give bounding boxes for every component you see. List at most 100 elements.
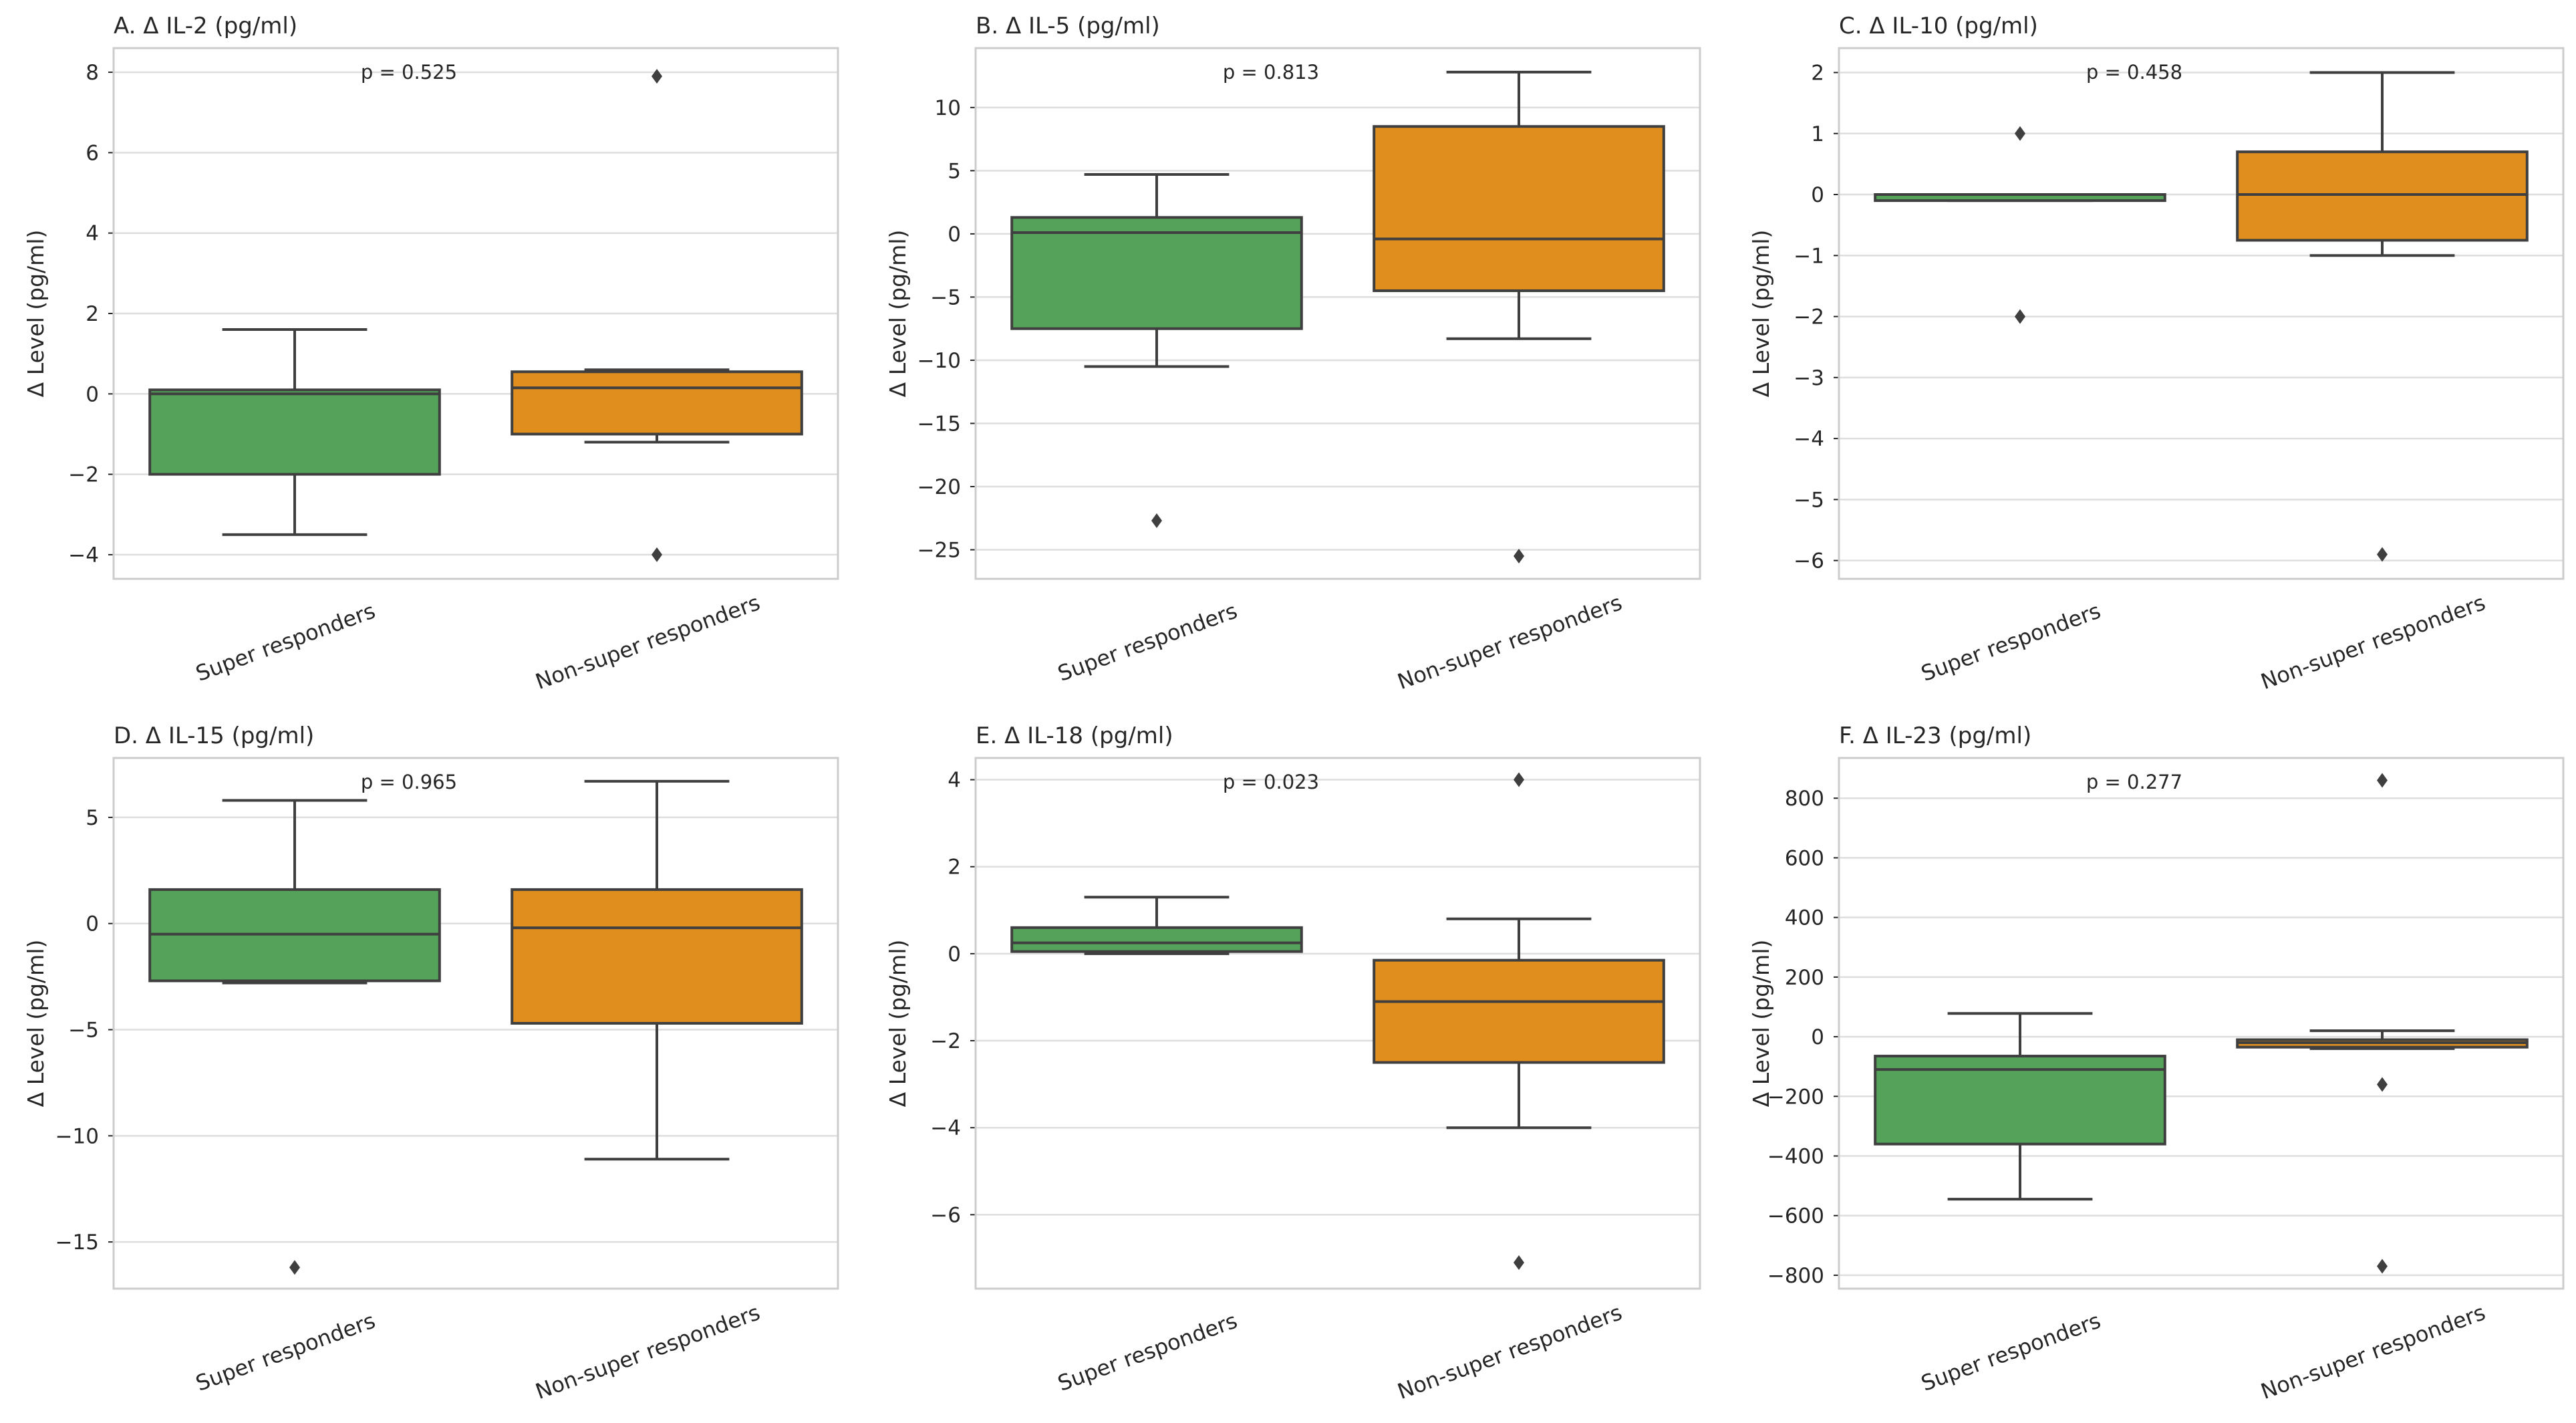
p-value-label: p = 0.023: [1223, 771, 1319, 793]
p-value-label: p = 0.458: [2086, 61, 2182, 84]
box-super-responders: [1010, 896, 1303, 955]
y-tick-label: −6: [930, 1203, 961, 1227]
y-tick-label: −10: [55, 1124, 99, 1148]
p-value-label: p = 0.525: [361, 61, 457, 84]
outlier-point: [652, 547, 662, 562]
outlier-point: [2377, 773, 2388, 788]
y-tick-label: −4: [1794, 427, 1824, 451]
box-super-responders: [148, 799, 441, 1275]
y-tick-label: 4: [86, 222, 99, 246]
panel-title: F. Δ IL-23 (pg/ml): [1839, 723, 2031, 749]
plot-frame: [974, 757, 1701, 1290]
y-tick-label: 0: [86, 382, 99, 406]
y-tick-label: −25: [917, 539, 961, 563]
chart-panel-2: −25 −20 −15 −10 −5 0 5 10 B. Δ IL-5 (pg/ml) p = 0…: [885, 13, 1701, 694]
y-tick-label: 0: [1811, 183, 1824, 207]
outlier-point: [289, 1260, 300, 1275]
y-tick-label: 600: [1785, 846, 1824, 870]
y-axis-label: Δ Level (pg/ml): [23, 230, 49, 398]
y-axis-label: Δ Level (pg/ml): [1748, 940, 1774, 1108]
plot-frame: [1838, 757, 2565, 1290]
outlier-point: [2015, 309, 2025, 324]
x-tick-label: Non-super responders: [1394, 1299, 1625, 1404]
y-tick-label: 10: [935, 96, 961, 120]
chart-panel-6: −800 −600 −400 −200 0 200 400 600 800 F. Δ IL-23 …: [1748, 723, 2565, 1404]
outlier-point: [1514, 772, 1524, 787]
box-non-super-responders: [2236, 773, 2529, 1274]
y-tick-label: −2: [1794, 305, 1824, 330]
y-tick-label: −5: [930, 285, 961, 309]
x-tick-label: Super responders: [1054, 1307, 1241, 1396]
x-tick-label: Non-super responders: [2257, 590, 2488, 694]
y-tick-label: 0: [948, 942, 961, 966]
outlier-point: [2015, 126, 2025, 141]
outlier-point: [2377, 1259, 2388, 1274]
y-tick-label: −2: [68, 463, 99, 487]
panel-title: A. Δ IL-2 (pg/ml): [114, 13, 297, 39]
x-tick-label: Non-super responders: [532, 1299, 763, 1404]
box-body: [1010, 926, 1303, 953]
plot-frame: [974, 47, 1701, 580]
box-non-super-responders: [1373, 70, 1665, 563]
panel-title: C. Δ IL-10 (pg/ml): [1839, 13, 2038, 39]
y-axis-label: Δ Level (pg/ml): [885, 230, 911, 398]
y-tick-label: 200: [1785, 966, 1824, 990]
outlier-point: [1514, 1255, 1524, 1270]
x-tick-label: Non-super responders: [2257, 1299, 2488, 1404]
y-tick-label: −4: [68, 543, 99, 567]
y-tick-label: −600: [1767, 1204, 1824, 1228]
y-tick-label: 800: [1785, 787, 1824, 811]
y-tick-label: 2: [1811, 61, 1824, 86]
y-axis-label: Δ Level (pg/ml): [1748, 230, 1774, 398]
y-tick-label: 5: [948, 159, 961, 183]
box-body: [511, 888, 803, 1025]
outlier-point: [1514, 548, 1524, 563]
y-tick-label: −5: [1794, 488, 1824, 512]
y-tick-label: −4: [930, 1116, 961, 1140]
panel-title: D. Δ IL-15 (pg/ml): [114, 723, 314, 749]
box-non-super-responders: [511, 69, 803, 562]
y-axis-label: Δ Level (pg/ml): [885, 940, 911, 1108]
chart-panel-4: −15 −10 −5 0 5 D. Δ IL-15 (pg/ml) p = 0.965 Δ L…: [23, 723, 839, 1404]
chart-panel-3: −6 −5 −4 −3 −2 −1 0 1 2 C. Δ IL-10 (pg/ml) p = 0.4…: [1748, 13, 2565, 694]
box-body: [1373, 125, 1665, 292]
x-tick-label: Super responders: [192, 1307, 379, 1396]
box-super-responders: [148, 328, 441, 536]
plot-frame: [1838, 47, 2565, 580]
outlier-point: [2377, 547, 2388, 562]
y-tick-label: 2: [948, 856, 961, 880]
y-tick-label: 5: [86, 806, 99, 830]
y-tick-label: −15: [917, 412, 961, 436]
box-body: [1010, 216, 1303, 330]
y-tick-label: −400: [1767, 1145, 1824, 1169]
y-tick-label: 0: [86, 912, 99, 936]
y-tick-label: −200: [1767, 1085, 1824, 1109]
y-tick-label: 8: [86, 61, 99, 85]
outlier-point: [652, 69, 662, 84]
x-tick-label: Super responders: [1918, 1307, 2104, 1396]
y-tick-label: −15: [55, 1231, 99, 1255]
x-tick-label: Non-super responders: [1394, 590, 1625, 694]
x-tick-label: Non-super responders: [532, 590, 763, 694]
y-tick-label: 0: [948, 223, 961, 247]
y-tick-label: 1: [1811, 122, 1824, 146]
box-non-super-responders: [511, 779, 803, 1161]
y-tick-label: 2: [86, 302, 99, 326]
box-body: [511, 370, 803, 436]
y-tick-label: 6: [86, 141, 99, 165]
y-tick-label: −3: [1794, 366, 1824, 390]
p-value-label: p = 0.813: [1223, 61, 1319, 84]
y-tick-label: −5: [68, 1019, 99, 1043]
x-tick-label: Super responders: [192, 598, 379, 686]
box-non-super-responders: [1373, 772, 1665, 1270]
y-tick-label: −800: [1767, 1264, 1824, 1288]
x-tick-label: Super responders: [1918, 598, 2104, 686]
panel-title: E. Δ IL-18 (pg/ml): [976, 723, 1173, 749]
plot-frame: [112, 47, 839, 580]
y-tick-label: −20: [917, 475, 961, 499]
y-axis-label: Δ Level (pg/ml): [23, 940, 49, 1108]
y-tick-label: 0: [1811, 1025, 1824, 1049]
y-tick-label: −2: [930, 1029, 961, 1053]
chart-panel-5: −6 −4 −2 0 2 4 E. Δ IL-18 (pg/ml) p = 0.023 Δ Le…: [885, 723, 1701, 1404]
